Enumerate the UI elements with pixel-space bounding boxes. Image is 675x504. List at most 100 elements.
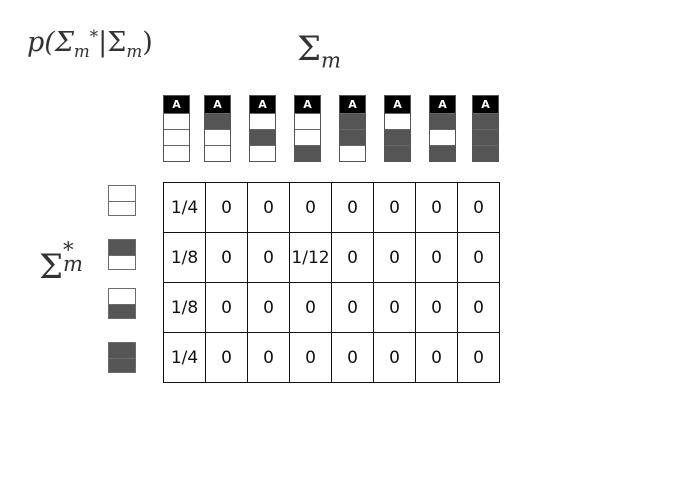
table-cell: 0 [247,182,290,233]
filled-half [109,357,135,372]
table-cell: 0 [415,182,458,233]
table-cell: 1/8 [163,282,206,333]
config-cap-label: A [473,96,498,113]
table-cell: 0 [457,232,500,283]
empty-slot [430,129,455,145]
filled-slot [250,129,275,145]
empty-slot [164,145,189,161]
column-config-6: A [384,95,411,162]
table-cell: 0 [205,282,248,333]
filled-slot [473,145,498,161]
table-cell: 0 [415,332,458,383]
empty-slot [295,129,320,145]
title-middle: |Σ [98,27,127,59]
table-cell: 0 [205,182,248,233]
config-cap-label: A [250,96,275,113]
table-cell: 0 [373,282,416,333]
filled-slot [385,129,410,145]
sigma-m-label: Σm [297,29,341,72]
sigma-m-star-sub: m [63,251,84,277]
filled-slot [340,129,365,145]
table-cell: 0 [331,232,374,283]
probability-title: p(Σm*|Σm) [27,26,153,61]
title-star-sub: m [73,41,90,62]
config-cap-label: A [385,96,410,113]
table-row: 1/8 0 0 1/12 0 0 0 0 [163,232,500,283]
config-cap-label: A [205,96,230,113]
table-cell: 0 [415,282,458,333]
title-suffix: ) [142,27,153,59]
empty-slot [385,113,410,129]
empty-half [109,289,135,304]
table-cell: 0 [247,282,290,333]
title-prefix: p(Σ [27,27,74,59]
table-cell: 0 [457,332,500,383]
table-cell: 0 [289,182,332,233]
empty-slot [340,145,365,161]
column-config-7: A [429,95,456,162]
filled-half [109,240,135,255]
filled-slot [473,113,498,129]
table-cell: 1/4 [163,182,206,233]
table-cell: 0 [457,182,500,233]
filled-slot [340,113,365,129]
sigma-m-sub: m [321,47,342,73]
table-cell: 0 [373,332,416,383]
empty-slot [250,145,275,161]
column-config-5: A [339,95,366,162]
probability-table: 1/4 0 0 0 0 0 0 0 1/8 0 0 1/12 0 0 0 0 1/8 0 0 0 0 0 0 0 1/4 0 0 0 0… [163,182,500,383]
column-config-4: A [294,95,321,162]
empty-half [109,254,135,269]
table-cell: 0 [247,232,290,283]
sigma-m-star-sup: * [63,236,74,262]
title-mid-sub: m [126,41,143,62]
table-cell: 1/12 [289,232,332,283]
table-row: 1/8 0 0 0 0 0 0 0 [163,282,500,333]
filled-slot [295,145,320,161]
table-cell: 0 [373,232,416,283]
empty-slot [205,129,230,145]
column-config-3: A [249,95,276,162]
column-config-1: A [163,95,190,162]
table-cell: 0 [373,182,416,233]
row-config-1 [108,185,136,216]
row-config-4 [108,342,136,373]
table-cell: 1/4 [163,332,206,383]
config-cap-label: A [295,96,320,113]
filled-slot [430,113,455,129]
table-cell: 0 [289,282,332,333]
row-config-2 [108,239,136,270]
config-cap-label: A [164,96,189,113]
row-config-3 [108,288,136,319]
table-cell: 0 [289,332,332,383]
empty-slot [164,129,189,145]
table-row: 1/4 0 0 0 0 0 0 0 [163,182,500,233]
column-config-2: A [204,95,231,162]
empty-half [109,186,135,201]
empty-slot [295,113,320,129]
column-config-8: A [472,95,499,162]
filled-slot [430,145,455,161]
empty-slot [205,145,230,161]
table-cell: 0 [247,332,290,383]
empty-slot [164,113,189,129]
config-cap-label: A [340,96,365,113]
sigma-m-base: Σ [297,29,322,69]
filled-slot [205,113,230,129]
table-cell: 0 [205,232,248,283]
config-cap-label: A [430,96,455,113]
empty-slot [250,113,275,129]
table-cell: 0 [205,332,248,383]
filled-half [109,343,135,358]
filled-half [109,303,135,318]
sigma-m-star-label: Σ * m [39,237,83,287]
filled-slot [385,145,410,161]
sigma-m-star-base: Σ [39,247,64,287]
table-cell: 0 [457,282,500,333]
table-cell: 0 [415,232,458,283]
table-cell: 0 [331,332,374,383]
table-row: 1/4 0 0 0 0 0 0 0 [163,332,500,383]
table-cell: 0 [331,282,374,333]
filled-slot [473,129,498,145]
table-cell: 1/8 [163,232,206,283]
